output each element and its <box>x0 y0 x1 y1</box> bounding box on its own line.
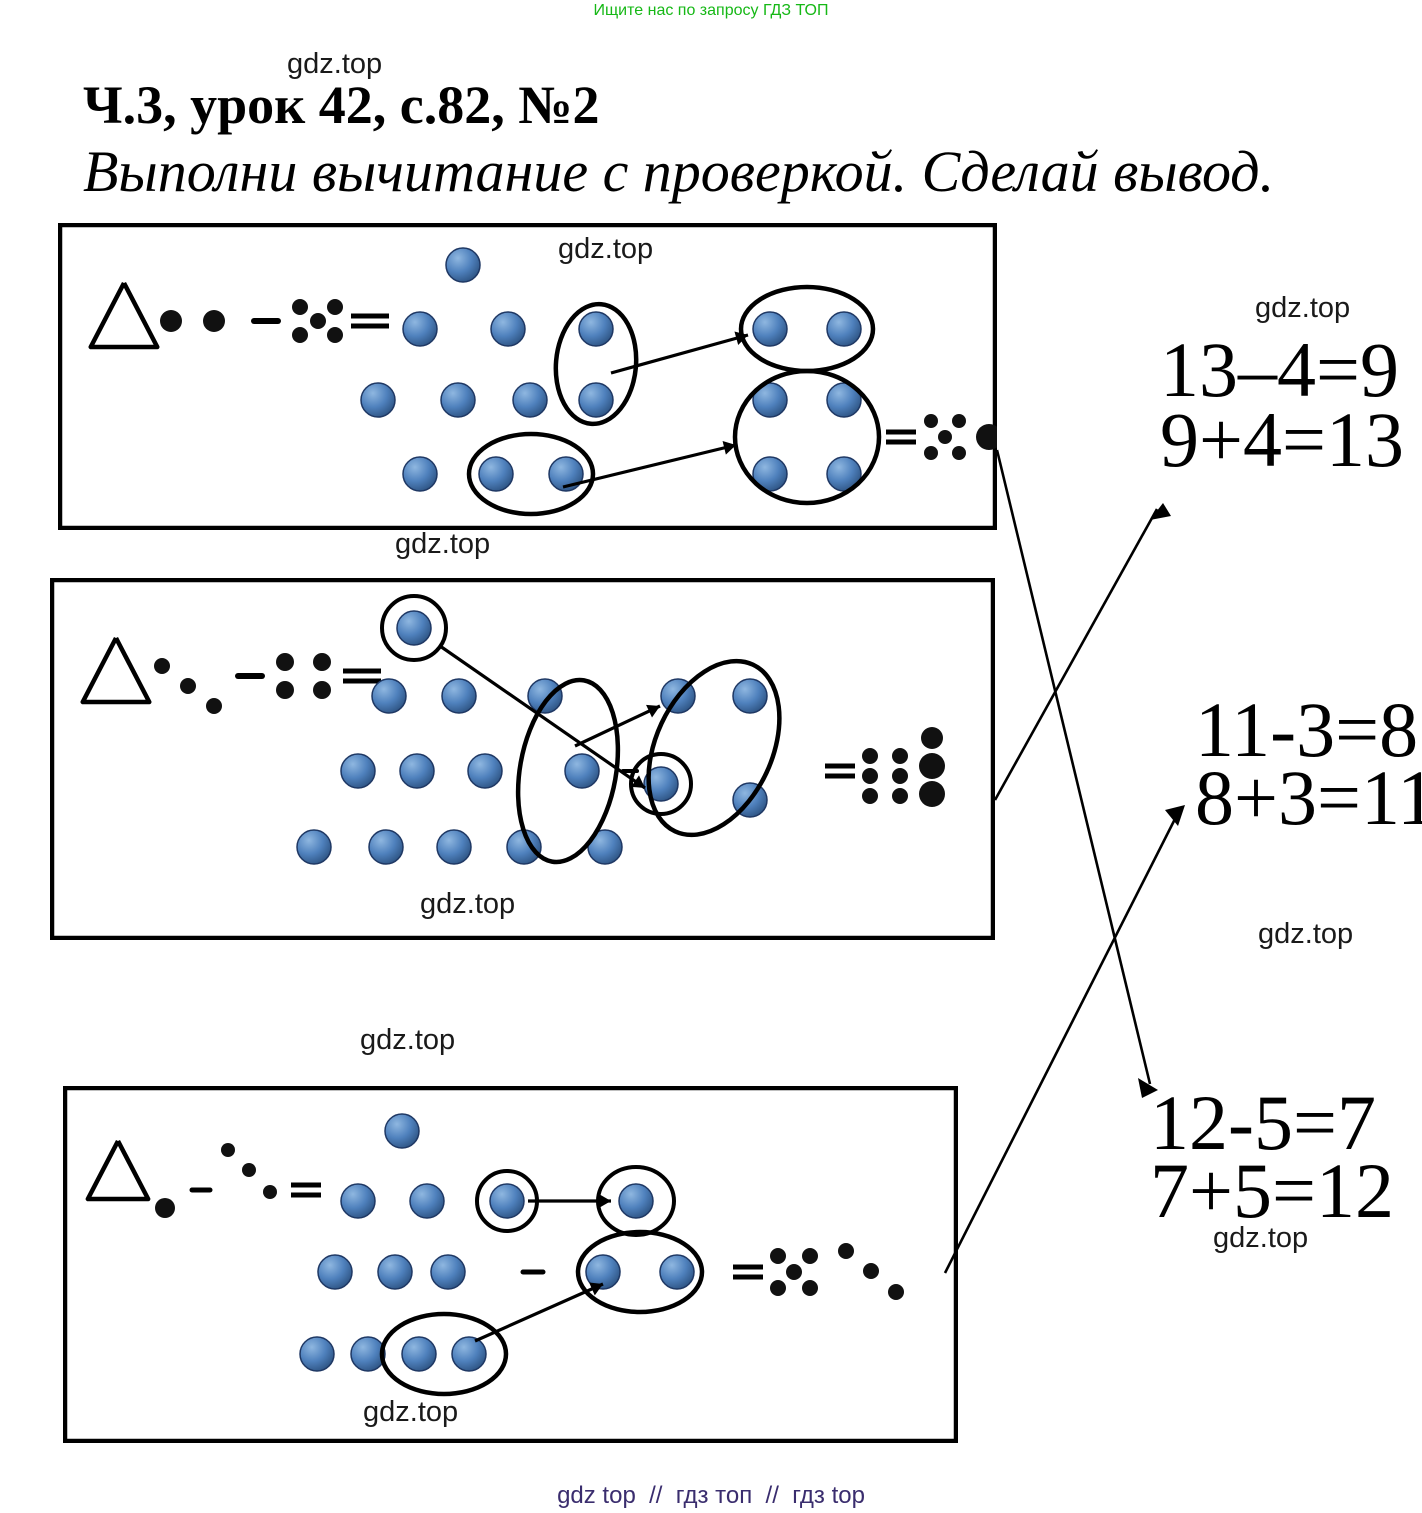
svg-text:gdz.top: gdz.top <box>363 1396 458 1428</box>
